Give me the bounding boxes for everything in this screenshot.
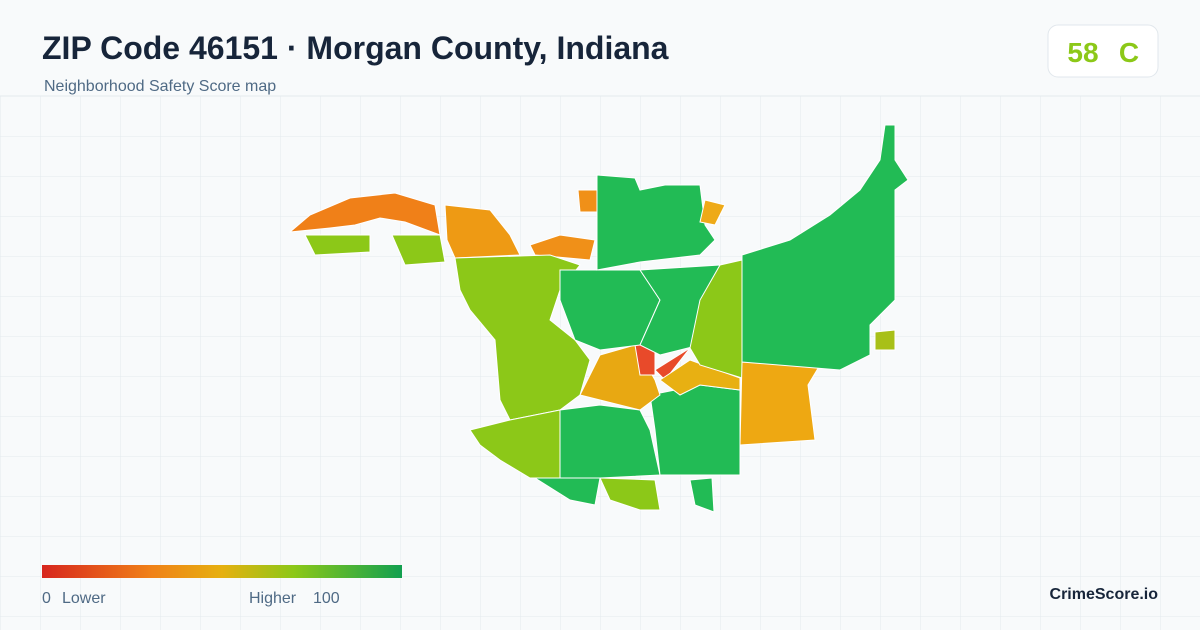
region <box>874 329 896 351</box>
legend-max: 100 <box>313 590 340 607</box>
region <box>689 477 715 513</box>
region <box>739 361 821 446</box>
subtitle: Neighborhood Safety Score map <box>44 78 276 95</box>
region <box>654 347 691 381</box>
score-grade: C <box>1119 37 1139 68</box>
region <box>529 234 596 261</box>
legend-min-label: Lower <box>62 590 106 607</box>
legend-min: 0 <box>42 590 51 607</box>
score-badge <box>1047 24 1159 78</box>
region <box>559 404 661 479</box>
legend-gradient <box>42 565 402 578</box>
region <box>577 189 598 213</box>
legend-max-label: Higher <box>249 590 297 607</box>
map <box>288 124 909 513</box>
region <box>599 477 661 511</box>
region <box>741 124 909 371</box>
region <box>649 384 741 476</box>
brand: CrimeScore.io <box>1050 586 1159 603</box>
score-value: 58 <box>1067 37 1098 68</box>
region <box>596 174 716 271</box>
region <box>699 199 726 226</box>
title: ZIP Code 46151 · Morgan County, Indiana <box>42 30 669 66</box>
region <box>659 359 741 396</box>
region <box>304 234 371 256</box>
region <box>391 234 446 266</box>
region <box>444 204 521 259</box>
